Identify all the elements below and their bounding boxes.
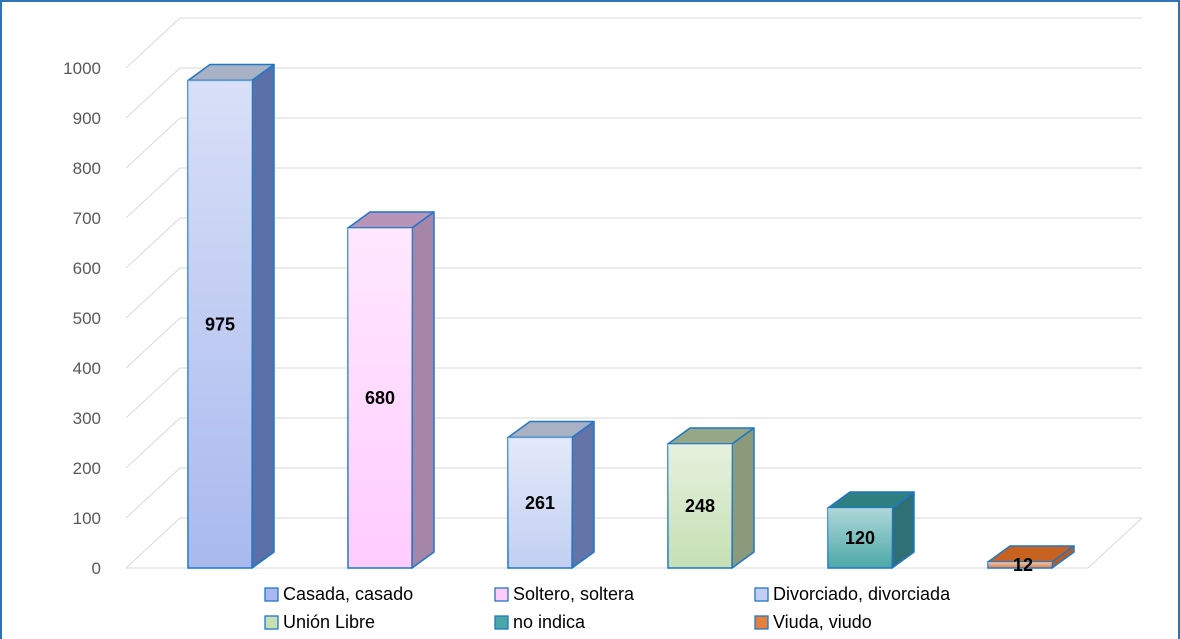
gridlines <box>125 17 1143 569</box>
bar-side-face <box>571 420 595 569</box>
gridline-depth <box>125 117 181 169</box>
y-tick-label: 400 <box>73 359 101 378</box>
gridline-depth <box>125 517 181 569</box>
bar <box>347 211 435 569</box>
legend-label: Casada, casado <box>283 584 413 604</box>
bar <box>187 63 275 569</box>
y-tick-label: 100 <box>73 509 101 528</box>
legend-item: Divorciado, divorciada <box>754 584 951 604</box>
data-label: 680 <box>365 388 395 408</box>
y-tick-label: 1000 <box>63 59 101 78</box>
legend-item: no indica <box>494 612 586 632</box>
y-tick-label: 600 <box>73 259 101 278</box>
legend: Casada, casado Soltero, soltera Divorciado… <box>264 584 951 632</box>
gridline-depth <box>125 167 181 219</box>
legend-swatch <box>264 615 279 630</box>
gridline-depth <box>125 67 181 119</box>
y-tick-label: 200 <box>73 459 101 478</box>
bar <box>667 427 755 569</box>
y-tick-label: 500 <box>73 309 101 328</box>
legend-label: Unión Libre <box>283 612 375 632</box>
bar-side-face <box>251 63 275 569</box>
gridline-depth <box>125 467 181 519</box>
gridline-depth <box>125 217 181 269</box>
legend-label: Soltero, soltera <box>513 584 635 604</box>
gridline-depth <box>125 17 181 69</box>
legend-item: Viuda, viudo <box>754 612 872 632</box>
data-labels: 975 680 261 248 120 12 <box>205 314 1033 575</box>
bars <box>187 63 1075 569</box>
legend-item: Casada, casado <box>264 584 413 604</box>
legend-item: Soltero, soltera <box>494 584 635 604</box>
legend-label: Divorciado, divorciada <box>773 584 951 604</box>
y-tick-label: 900 <box>73 109 101 128</box>
bar-side-face <box>731 427 755 569</box>
legend-swatch <box>494 587 509 602</box>
legend-swatch <box>494 615 509 630</box>
legend-item: Unión Libre <box>264 612 375 632</box>
bar-side-face <box>411 211 435 569</box>
data-label: 261 <box>525 493 555 513</box>
y-axis: 0 100 200 300 400 500 600 700 800 900 1000 <box>63 59 101 578</box>
bar <box>507 420 595 569</box>
y-tick-label: 300 <box>73 409 101 428</box>
y-tick-label: 800 <box>73 159 101 178</box>
gridline-depth <box>125 317 181 369</box>
legend-label: Viuda, viudo <box>773 612 872 632</box>
gridline-depth <box>125 267 181 319</box>
gridline-depth <box>125 417 181 469</box>
bar <box>987 545 1075 569</box>
data-label: 975 <box>205 314 235 334</box>
legend-swatch <box>264 587 279 602</box>
legend-label: no indica <box>513 612 586 632</box>
y-tick-label: 0 <box>92 559 101 578</box>
y-tick-label: 700 <box>73 209 101 228</box>
legend-swatch <box>754 615 769 630</box>
data-label: 12 <box>1013 555 1033 575</box>
data-label: 120 <box>845 528 875 548</box>
data-label: 248 <box>685 496 715 516</box>
bar <box>827 491 915 569</box>
legend-swatch <box>754 587 769 602</box>
gridline-depth <box>125 367 181 419</box>
